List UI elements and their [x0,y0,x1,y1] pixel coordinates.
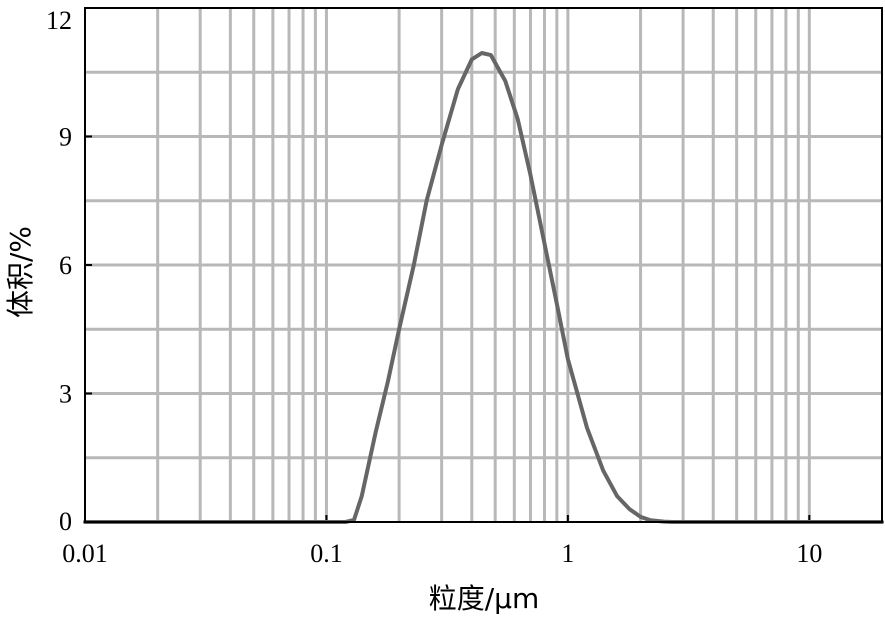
y-tick-label: 0 [59,507,72,536]
y-tick-label: 9 [59,123,72,152]
x-tick-label: 10 [796,539,822,568]
y-tick-label: 12 [46,6,72,35]
y-tick-label: 3 [59,380,72,409]
grid [85,8,882,522]
x-tick-label: 0.1 [310,539,343,568]
plot-frame [84,7,883,523]
y-tick-label: 6 [59,251,72,280]
tick-labels: 0.01 0.1 1 10 0 3 6 9 12 [46,6,822,568]
y-axis-title: 体积/% [4,226,37,318]
x-axis-title: 粒度/μm [429,582,540,615]
x-tick-label: 0.01 [62,539,108,568]
x-tick-label: 1 [561,539,574,568]
series-line [83,51,884,524]
